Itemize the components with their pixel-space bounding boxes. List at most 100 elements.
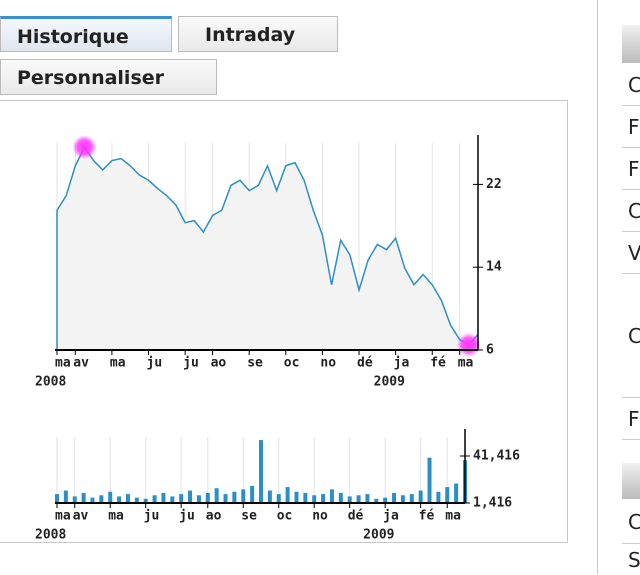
- volume-bar: [250, 485, 255, 503]
- x-tick-label: oc: [284, 356, 300, 371]
- x-tick-label: se: [247, 356, 263, 371]
- x-tick-label: no: [320, 356, 336, 371]
- volume-bar: [259, 440, 263, 503]
- area-fill: [57, 147, 478, 350]
- panel-row: F: [622, 148, 640, 190]
- x-tick-label: ju: [144, 509, 160, 524]
- volume-bar: [356, 495, 361, 503]
- volume-bar: [321, 494, 326, 503]
- x-tick-label: oc: [277, 509, 293, 524]
- year-label: 2008: [35, 528, 66, 543]
- panel-row: C: [622, 190, 640, 232]
- x-tick-label: ao: [211, 356, 227, 371]
- volume-bar: [374, 498, 379, 503]
- volume-bar: [63, 490, 68, 503]
- x-tick-label: se: [241, 509, 257, 524]
- x-tick-label: ju: [179, 509, 195, 524]
- volume-bar: [427, 457, 432, 503]
- volume-bar: [383, 497, 388, 503]
- panel-row: C: [622, 500, 640, 544]
- y-tick-label: 6: [486, 343, 494, 358]
- volume-bar: [125, 494, 130, 503]
- x-tick-label: fé: [430, 356, 446, 371]
- price-line: [56, 145, 479, 346]
- extreme-marker: [456, 332, 481, 357]
- side-panel: C F F C V C F C S: [597, 0, 640, 574]
- volume-bar: [267, 490, 272, 503]
- x-tick-label: ma: [445, 509, 461, 524]
- panel-row: F: [622, 106, 640, 148]
- x-tick-label: dé: [348, 509, 364, 524]
- volume-bar: [241, 489, 246, 503]
- volume-bar: [90, 497, 95, 503]
- volume-bar: [143, 498, 148, 503]
- x-tick-label: ju: [147, 356, 163, 371]
- volume-bar: [108, 491, 113, 503]
- x-tick-label: ma: [55, 356, 71, 371]
- x-tick-label: ja: [383, 509, 399, 524]
- volume-bar: [99, 495, 104, 503]
- volume-bar: [365, 494, 370, 503]
- panel-row: C: [622, 64, 640, 106]
- tab[interactable]: Intraday: [178, 16, 338, 52]
- x-tick-label: ju: [183, 356, 199, 371]
- chart-panel: [0, 100, 568, 543]
- x-tick-label: ma: [108, 509, 124, 524]
- y-tick-label: 41,416: [473, 449, 520, 464]
- volume-bar: [436, 491, 441, 503]
- volume-bar: [72, 496, 77, 503]
- panel-row: S: [628, 548, 640, 572]
- year-label: 2008: [35, 375, 66, 390]
- year-label: 2009: [363, 528, 394, 543]
- volume-bar: [454, 483, 459, 503]
- volume-bar: [329, 489, 334, 503]
- volume-bar: [214, 488, 219, 503]
- volume-bar: [55, 494, 59, 503]
- volume-bar: [196, 495, 201, 503]
- x-tick-label: no: [312, 509, 328, 524]
- volume-bar: [179, 494, 184, 503]
- volume-bar: [409, 494, 414, 503]
- panel-header: [622, 463, 640, 499]
- volume-bar: [400, 495, 405, 503]
- volume-bar: [81, 492, 86, 503]
- volume-bar: [152, 495, 157, 503]
- volume-bar: [223, 494, 228, 503]
- x-tick-label: ma: [110, 356, 126, 371]
- volume-bar: [161, 492, 166, 503]
- panel-header: [622, 25, 640, 63]
- volume-bar: [445, 487, 450, 503]
- volume-bar: [232, 491, 237, 503]
- x-tick-label: ma: [55, 509, 71, 524]
- year-label: 2009: [374, 375, 405, 390]
- panel-row: V: [622, 232, 640, 274]
- volume-bar: [117, 496, 122, 503]
- volume-bar: [170, 496, 175, 503]
- y-tick-label: 14: [486, 260, 502, 275]
- y-tick-label: 1,416: [473, 496, 512, 511]
- x-tick-label: dé: [357, 356, 373, 371]
- x-tick-label: ma: [458, 356, 474, 371]
- x-tick-label: fé: [419, 509, 435, 524]
- tab[interactable]: Historique: [0, 16, 172, 52]
- volume-bar: [134, 497, 139, 503]
- volume-bar: [312, 495, 317, 503]
- panel-row: C: [622, 274, 640, 398]
- volume-bar: [418, 490, 423, 503]
- x-tick-label: av: [73, 356, 89, 371]
- volume-bar: [303, 492, 308, 503]
- tab[interactable]: Personnaliser: [0, 59, 217, 95]
- x-tick-label: ao: [206, 509, 222, 524]
- volume-bar: [392, 492, 397, 503]
- volume-bar: [205, 492, 210, 503]
- volume-bar: [338, 492, 343, 503]
- y-tick-label: 22: [486, 177, 502, 192]
- extreme-marker: [72, 135, 97, 160]
- x-tick-label: ja: [394, 356, 410, 371]
- x-tick-label: av: [73, 509, 89, 524]
- volume-bar: [285, 487, 290, 503]
- volume-bar: [294, 491, 299, 503]
- panel-row: F: [622, 398, 640, 440]
